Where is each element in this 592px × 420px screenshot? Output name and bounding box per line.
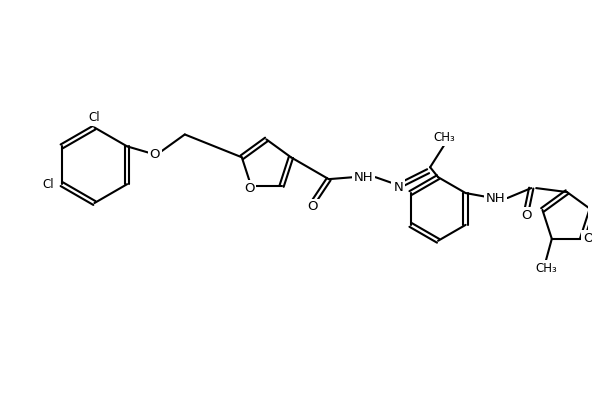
Text: NH: NH bbox=[353, 171, 374, 184]
Text: Cl: Cl bbox=[42, 178, 54, 191]
Text: O: O bbox=[150, 148, 160, 161]
Text: O: O bbox=[521, 210, 532, 223]
Text: N: N bbox=[394, 181, 403, 194]
Text: O: O bbox=[244, 182, 255, 194]
Text: O: O bbox=[308, 200, 318, 213]
Text: CH₃: CH₃ bbox=[433, 131, 455, 144]
Text: Cl: Cl bbox=[89, 111, 100, 124]
Text: NH: NH bbox=[485, 192, 505, 205]
Text: O: O bbox=[583, 232, 592, 245]
Text: CH₃: CH₃ bbox=[535, 262, 556, 275]
